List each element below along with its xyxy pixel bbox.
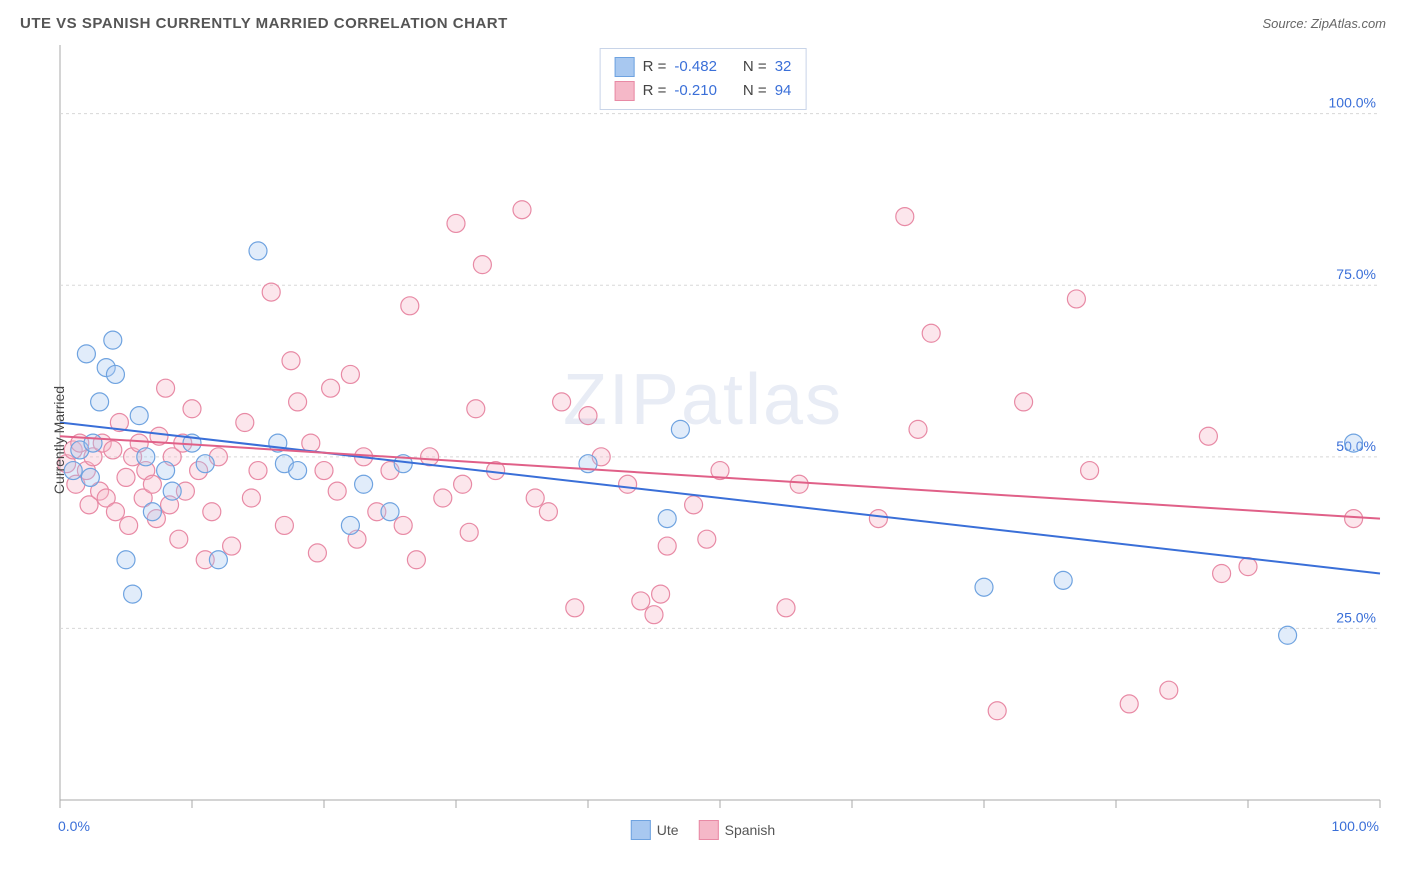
ute-r-value: -0.482 [674,55,717,79]
stats-row-spanish: R = -0.210 N = 94 [615,79,792,103]
x-axis-max-label: 100.0% [1332,818,1379,834]
ute-swatch [615,57,635,77]
svg-text:75.0%: 75.0% [1336,266,1376,282]
spanish-legend-label: Spanish [725,822,776,838]
legend-item-spanish: Spanish [699,820,776,840]
n-label: N = [743,79,767,103]
stats-legend: R = -0.482 N = 32 R = -0.210 N = 94 [600,48,807,110]
series-legend: Ute Spanish [631,820,775,840]
chart-title: UTE VS SPANISH CURRENTLY MARRIED CORRELA… [20,15,508,32]
x-axis-min-label: 0.0% [58,818,90,834]
scatter-plot-svg: 25.0%50.0%75.0%100.0% [15,40,1391,840]
chart-header: UTE VS SPANISH CURRENTLY MARRIED CORRELA… [15,15,1391,32]
ute-swatch-icon [631,820,651,840]
ute-n-value: 32 [775,55,792,79]
spanish-n-value: 94 [775,79,792,103]
spanish-swatch-icon [699,820,719,840]
y-axis-label: Currently Married [51,386,67,494]
ute-legend-label: Ute [657,822,679,838]
svg-text:100.0%: 100.0% [1329,95,1376,111]
source-label: Source: ZipAtlas.com [1262,16,1386,31]
spanish-r-value: -0.210 [674,79,717,103]
stats-row-ute: R = -0.482 N = 32 [615,55,792,79]
r-label: R = [643,55,667,79]
spanish-swatch [615,81,635,101]
n-label: N = [743,55,767,79]
r-label: R = [643,79,667,103]
legend-item-ute: Ute [631,820,679,840]
chart-area: Currently Married ZIPatlas 25.0%50.0%75.… [15,40,1391,840]
svg-text:25.0%: 25.0% [1336,609,1376,625]
